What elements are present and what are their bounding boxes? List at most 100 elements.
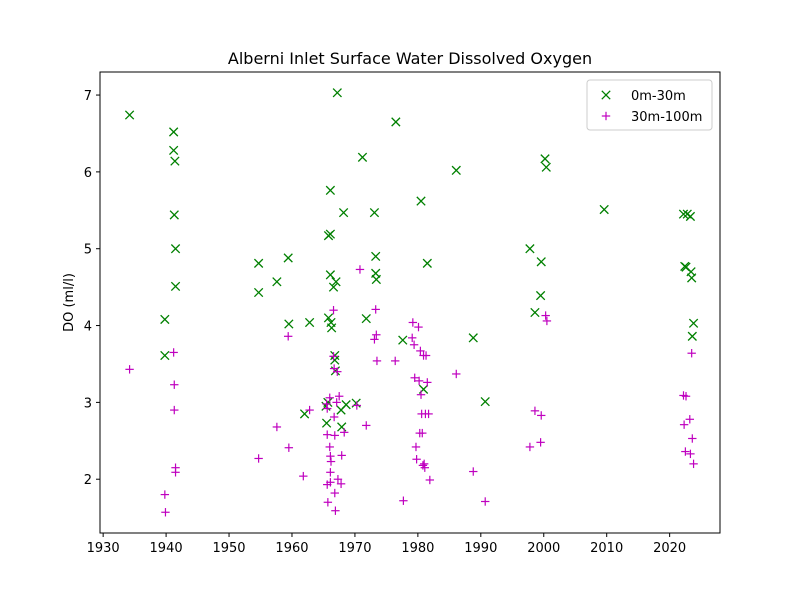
data-point: [362, 421, 371, 430]
marker-stroke: [685, 211, 696, 222]
data-point: [124, 110, 135, 120]
marker-stroke: [160, 314, 170, 325]
data-point: [329, 352, 338, 361]
legend-marker: [601, 90, 611, 100]
data-point: [451, 165, 461, 176]
data-point: [686, 449, 695, 459]
data-point: [326, 478, 335, 487]
data-point: [333, 475, 343, 484]
x-tick-label: 1950: [212, 541, 245, 556]
y-tick-label: 5: [84, 243, 92, 258]
data-point: [330, 355, 340, 365]
marker-stroke: [451, 165, 461, 176]
data-point: [299, 471, 308, 481]
data-point: [125, 365, 134, 374]
data-point: [687, 331, 697, 341]
marker-stroke: [325, 229, 336, 239]
data-point: [253, 287, 264, 298]
marker-stroke: [341, 400, 351, 410]
marker-stroke: [398, 335, 408, 345]
marker-stroke: [688, 318, 699, 328]
data-point: [168, 145, 179, 156]
legend-label: 30m-100m: [631, 110, 702, 125]
data-point: [332, 398, 341, 407]
data-point: [416, 346, 425, 356]
marker-stroke: [416, 196, 426, 206]
marker-stroke: [325, 270, 336, 280]
legend-label: 0m-30m: [631, 89, 686, 104]
data-point: [688, 318, 699, 328]
data-point: [321, 418, 332, 428]
data-point: [678, 209, 689, 219]
data-point: [480, 396, 490, 407]
data-point: [530, 406, 540, 416]
data-point: [325, 185, 336, 195]
data-point: [323, 397, 333, 408]
data-point: [326, 451, 335, 461]
data-point: [420, 463, 429, 472]
data-point: [323, 313, 334, 323]
data-point: [398, 335, 408, 345]
plot-area: [124, 88, 699, 517]
marker-stroke: [599, 204, 609, 215]
marker-stroke: [361, 313, 371, 324]
data-point: [337, 451, 346, 460]
marker-stroke: [283, 253, 293, 263]
data-point: [322, 399, 331, 409]
data-point: [160, 350, 170, 361]
data-point: [170, 405, 179, 415]
data-point: [330, 488, 339, 498]
data-point: [329, 412, 339, 422]
data-point: [170, 244, 181, 254]
marker-stroke: [371, 251, 381, 262]
marker-stroke: [687, 273, 697, 283]
axes-frame: [99, 71, 721, 534]
data-point: [357, 152, 368, 162]
data-point: [361, 313, 371, 324]
marker-stroke: [168, 145, 179, 156]
x-tick-label: 1980: [401, 541, 434, 556]
data-point: [329, 305, 338, 315]
marker-stroke: [326, 323, 337, 333]
data-point: [325, 393, 334, 402]
marker-stroke: [369, 207, 380, 218]
data-point: [409, 340, 419, 349]
marker-stroke: [422, 258, 432, 268]
data-point: [170, 281, 181, 292]
data-point: [331, 506, 340, 515]
data-point: [338, 207, 349, 218]
data-point: [371, 274, 381, 285]
data-point: [418, 428, 427, 438]
data-point: [160, 314, 170, 325]
y-tick-label: 6: [84, 166, 92, 181]
data-point: [541, 162, 551, 172]
x-tick-label: 1990: [464, 541, 497, 556]
data-point: [679, 420, 689, 429]
data-point: [530, 307, 540, 318]
x-tick-label: 2010: [590, 541, 623, 556]
data-point: [481, 497, 490, 506]
marker-stroke: [170, 156, 180, 166]
data-point: [372, 356, 382, 366]
x-tick-label: 1930: [87, 541, 120, 556]
y-tick-label: 3: [84, 396, 92, 411]
data-point: [687, 273, 697, 283]
data-point: [330, 431, 339, 440]
marker-stroke: [535, 290, 546, 301]
data-point: [599, 204, 609, 215]
data-point: [525, 442, 535, 452]
marker-stroke: [391, 117, 401, 127]
marker-stroke: [540, 154, 550, 164]
marker-stroke: [330, 355, 340, 365]
data-point: [412, 455, 421, 464]
x-tick-label: 2000: [527, 541, 560, 556]
data-point: [326, 323, 337, 333]
x-tick-label: 2020: [653, 541, 686, 556]
data-point: [535, 290, 546, 301]
data-point: [391, 356, 400, 366]
data-point: [160, 490, 170, 499]
y-tick-label: 4: [84, 320, 92, 335]
data-point: [414, 322, 423, 332]
data-point: [254, 454, 263, 463]
